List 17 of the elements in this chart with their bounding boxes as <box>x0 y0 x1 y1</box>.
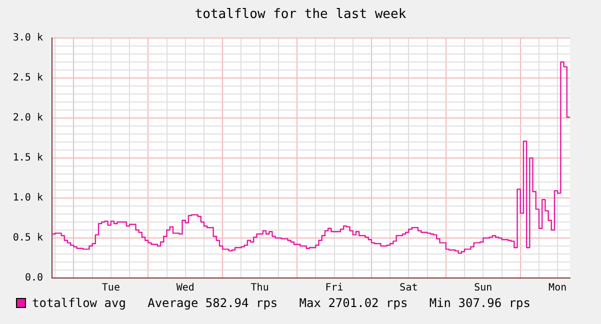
y-tick-label: 0.0 <box>24 272 43 284</box>
x-tick-label: Fri <box>325 282 344 294</box>
y-tick-label: 2.5 k <box>12 72 43 84</box>
x-tick-label: Thu <box>250 282 269 294</box>
chart-title: totalflow for the last week <box>194 7 408 22</box>
x-tick-label: Mon <box>548 282 567 294</box>
y-tick-label: 1.5 k <box>12 152 43 164</box>
y-tick-label: 1.0 k <box>12 192 43 204</box>
x-tick-label: Sun <box>474 282 492 294</box>
text: Average 582.94 rps Max 2701.02 rps Min 307.96 rps <box>148 296 530 310</box>
x-tick-label: Tue <box>102 282 120 294</box>
y-tick-label: 0.5 k <box>12 232 43 244</box>
x-tick-label: Wed <box>176 282 194 294</box>
y-tick-label: 3.0 k <box>12 32 43 44</box>
legend-label: totalflow avg <box>32 296 127 310</box>
x-tick-label: Sat <box>400 282 418 294</box>
y-tick-label: 2.0 k <box>12 112 43 124</box>
